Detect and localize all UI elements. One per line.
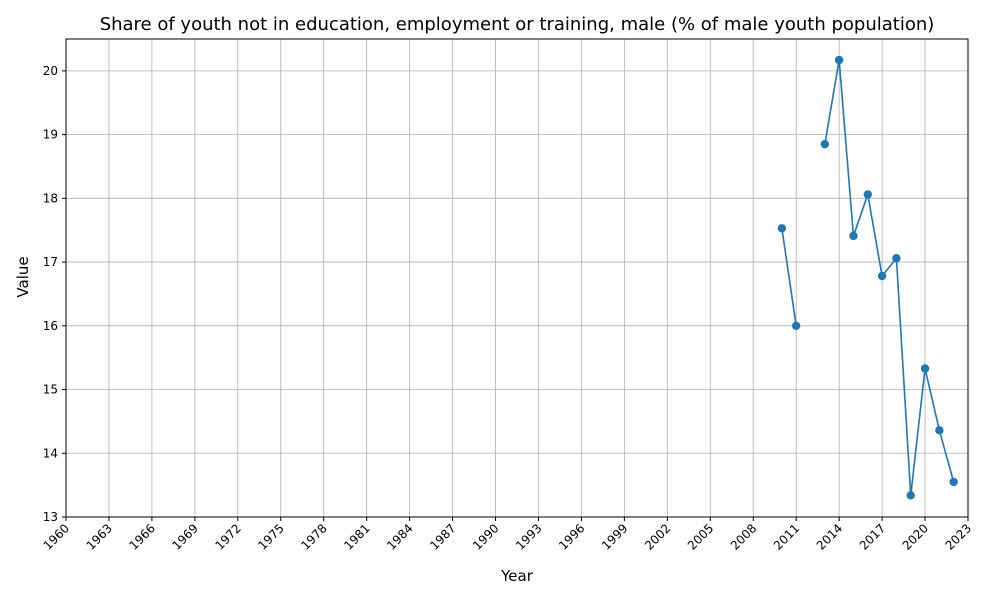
data-point: [777, 224, 787, 233]
data-point: [920, 364, 930, 373]
plot-frame: [65, 38, 969, 518]
data-point: [935, 426, 944, 435]
data-point: [863, 190, 872, 199]
x-axis-label: Year: [500, 567, 534, 585]
y-tick-label: 14: [43, 446, 58, 460]
y-tick-label: 16: [43, 319, 58, 333]
y-axis-ticks: 13 14 15 16 17 18 19 20: [43, 64, 66, 524]
y-tick-label: 13: [43, 510, 58, 524]
y-tick-label: 19: [43, 128, 58, 142]
y-tick-label: 17: [43, 255, 58, 269]
data-point: [849, 231, 858, 241]
data-point: [892, 254, 901, 263]
data-point: [906, 491, 915, 500]
data-point: [791, 321, 801, 330]
data-point: [877, 271, 887, 281]
y-tick-label: 20: [43, 64, 58, 78]
y-axis-label: Value: [14, 256, 32, 297]
chart-title: Share of youth not in education, employm…: [100, 14, 935, 35]
series-line: [781, 228, 797, 326]
series-line: [824, 59, 955, 496]
data-point: [834, 55, 844, 65]
y-tick-label: 18: [43, 191, 58, 205]
data-point: [949, 477, 958, 487]
data-point: [820, 139, 830, 149]
data-series: [777, 55, 958, 500]
y-tick-label: 15: [43, 383, 58, 397]
